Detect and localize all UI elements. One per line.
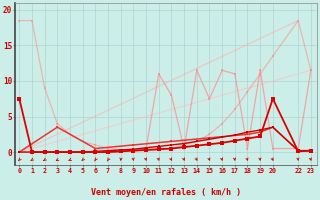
X-axis label: Vent moyen/en rafales ( km/h ): Vent moyen/en rafales ( km/h ) xyxy=(92,188,241,197)
